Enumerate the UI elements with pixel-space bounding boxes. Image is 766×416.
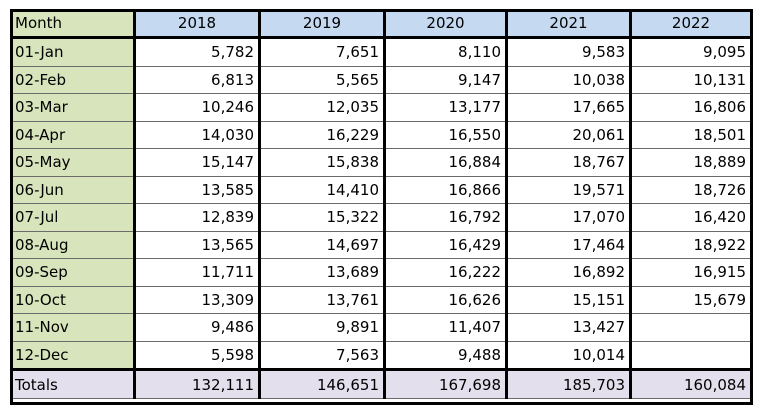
year-column-header[interactable]: 2020	[384, 9, 508, 39]
value-cell[interactable]: 13,565	[134, 230, 261, 259]
value-cell[interactable]: 5,565	[259, 65, 386, 94]
table-row: 11-Nov 9,486 9,891 11,407 13,427	[10, 313, 753, 342]
total-value-cell[interactable]: 185,703	[506, 368, 632, 399]
value-cell[interactable]: 14,030	[134, 120, 261, 149]
total-value-cell[interactable]: 160,084	[630, 368, 753, 399]
value-cell[interactable]: 17,070	[506, 203, 632, 232]
value-cell[interactable]: 16,550	[384, 120, 508, 149]
value-cell[interactable]: 7,563	[259, 340, 386, 370]
month-cell[interactable]: 09-Sep	[10, 258, 136, 287]
value-cell[interactable]: 10,131	[630, 65, 753, 94]
value-cell[interactable]: 13,427	[506, 313, 632, 342]
month-column-header[interactable]: Month	[10, 9, 136, 39]
value-cell[interactable]: 11,711	[134, 258, 261, 287]
month-cell[interactable]: 12-Dec	[10, 340, 136, 370]
year-column-header[interactable]: 2018	[134, 9, 261, 39]
table-row: 08-Aug 13,565 14,697 16,429 17,464 18,922	[10, 230, 753, 259]
table-row: 07-Jul 12,839 15,322 16,792 17,070 16,420	[10, 203, 753, 232]
value-cell[interactable]: 17,665	[506, 93, 632, 122]
value-cell[interactable]: 9,095	[630, 37, 753, 67]
table-row: 05-May 15,147 15,838 16,884 18,767 18,889	[10, 148, 753, 177]
value-cell[interactable]: 5,782	[134, 37, 261, 67]
year-column-header[interactable]: 2019	[259, 9, 386, 39]
value-cell[interactable]: 16,420	[630, 203, 753, 232]
value-cell[interactable]: 5,598	[134, 340, 261, 370]
value-cell[interactable]: 10,246	[134, 93, 261, 122]
value-cell[interactable]: 15,679	[630, 285, 753, 314]
value-cell[interactable]: 10,038	[506, 65, 632, 94]
table-row: 09-Sep 11,711 13,689 16,222 16,892 16,915	[10, 258, 753, 287]
value-cell[interactable]: 18,767	[506, 148, 632, 177]
month-cell[interactable]: 08-Aug	[10, 230, 136, 259]
value-cell[interactable]: 15,151	[506, 285, 632, 314]
total-value-cell[interactable]: 146,651	[259, 368, 386, 399]
table-row: 01-Jan 5,782 7,651 8,110 9,583 9,095	[10, 37, 753, 67]
value-cell[interactable]	[630, 340, 753, 370]
value-cell[interactable]: 12,839	[134, 203, 261, 232]
value-cell[interactable]: 15,147	[134, 148, 261, 177]
table-row: 03-Mar 10,246 12,035 13,177 17,665 16,806	[10, 93, 753, 122]
value-cell[interactable]: 16,429	[384, 230, 508, 259]
value-cell[interactable]: 6,813	[134, 65, 261, 94]
value-cell[interactable]: 13,177	[384, 93, 508, 122]
month-cell[interactable]: 02-Feb	[10, 65, 136, 94]
total-value-cell[interactable]: 167,698	[384, 368, 508, 399]
data-table: Month 2018 2019 2020 2021 2022 01-Jan 5,782 7,65…	[10, 9, 753, 399]
table-row: 04-Apr 14,030 16,229 16,550 20,061 18,501	[10, 120, 753, 149]
table-row: 12-Dec 5,598 7,563 9,488 10,014	[10, 340, 753, 370]
value-cell[interactable]: 9,486	[134, 313, 261, 342]
value-cell[interactable]: 15,322	[259, 203, 386, 232]
value-cell[interactable]: 11,407	[384, 313, 508, 342]
value-cell[interactable]: 12,035	[259, 93, 386, 122]
value-cell[interactable]: 19,571	[506, 175, 632, 204]
value-cell[interactable]	[630, 313, 753, 342]
month-cell[interactable]: 11-Nov	[10, 313, 136, 342]
value-cell[interactable]: 18,726	[630, 175, 753, 204]
value-cell[interactable]: 16,222	[384, 258, 508, 287]
year-column-header[interactable]: 2021	[506, 9, 632, 39]
value-cell[interactable]: 16,626	[384, 285, 508, 314]
value-cell[interactable]: 7,651	[259, 37, 386, 67]
table-row: 10-Oct 13,309 13,761 16,626 15,151 15,679	[10, 285, 753, 314]
value-cell[interactable]: 20,061	[506, 120, 632, 149]
value-cell[interactable]: 13,309	[134, 285, 261, 314]
header-row: Month 2018 2019 2020 2021 2022	[10, 9, 753, 39]
value-cell[interactable]: 16,806	[630, 93, 753, 122]
month-cell[interactable]: 05-May	[10, 148, 136, 177]
value-cell[interactable]: 15,838	[259, 148, 386, 177]
table-row: 06-Jun 13,585 14,410 16,866 19,571 18,726	[10, 175, 753, 204]
month-cell[interactable]: 01-Jan	[10, 37, 136, 67]
value-cell[interactable]: 13,761	[259, 285, 386, 314]
value-cell[interactable]: 18,501	[630, 120, 753, 149]
month-cell[interactable]: 10-Oct	[10, 285, 136, 314]
value-cell[interactable]: 9,583	[506, 37, 632, 67]
value-cell[interactable]: 13,689	[259, 258, 386, 287]
value-cell[interactable]: 9,147	[384, 65, 508, 94]
value-cell[interactable]: 17,464	[506, 230, 632, 259]
value-cell[interactable]: 9,488	[384, 340, 508, 370]
total-value-cell[interactable]: 132,111	[134, 368, 261, 399]
value-cell[interactable]: 9,891	[259, 313, 386, 342]
year-column-header[interactable]: 2022	[630, 9, 753, 39]
month-cell[interactable]: 06-Jun	[10, 175, 136, 204]
value-cell[interactable]: 16,892	[506, 258, 632, 287]
month-cell[interactable]: 07-Jul	[10, 203, 136, 232]
value-cell[interactable]: 13,585	[134, 175, 261, 204]
value-cell[interactable]: 14,410	[259, 175, 386, 204]
value-cell[interactable]: 16,229	[259, 120, 386, 149]
value-cell[interactable]: 18,922	[630, 230, 753, 259]
totals-row: Totals 132,111 146,651 167,698 185,703 160,08…	[10, 368, 753, 399]
value-cell[interactable]: 16,915	[630, 258, 753, 287]
value-cell[interactable]: 10,014	[506, 340, 632, 370]
value-cell[interactable]: 14,697	[259, 230, 386, 259]
value-cell[interactable]: 8,110	[384, 37, 508, 67]
totals-label[interactable]: Totals	[10, 368, 136, 399]
value-cell[interactable]: 16,866	[384, 175, 508, 204]
value-cell[interactable]: 18,889	[630, 148, 753, 177]
value-cell[interactable]: 16,792	[384, 203, 508, 232]
value-cell[interactable]: 16,884	[384, 148, 508, 177]
month-cell[interactable]: 04-Apr	[10, 120, 136, 149]
table-row: 02-Feb 6,813 5,565 9,147 10,038 10,131	[10, 65, 753, 94]
month-cell[interactable]: 03-Mar	[10, 93, 136, 122]
